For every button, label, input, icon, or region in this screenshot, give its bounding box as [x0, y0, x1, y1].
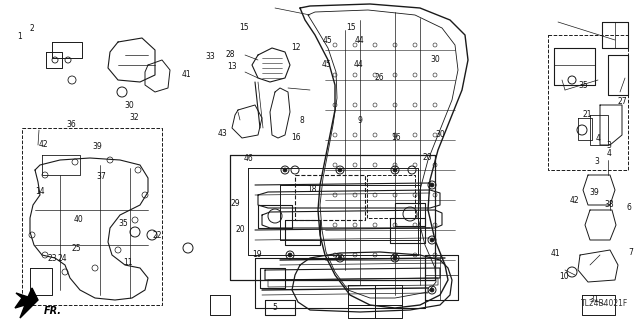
Text: 1: 1: [17, 32, 22, 41]
Text: 39: 39: [589, 188, 599, 197]
Text: 25: 25: [72, 244, 82, 253]
Text: 10: 10: [559, 272, 570, 281]
Text: 44: 44: [355, 36, 365, 45]
Text: 45: 45: [323, 36, 333, 45]
Circle shape: [338, 168, 342, 172]
Text: 18: 18: [308, 185, 317, 194]
Text: 8: 8: [300, 116, 305, 125]
Text: 21: 21: [583, 110, 592, 119]
Text: 2: 2: [29, 24, 35, 33]
Text: 45: 45: [321, 60, 332, 69]
Circle shape: [430, 238, 434, 242]
Circle shape: [393, 256, 397, 260]
Circle shape: [393, 168, 397, 172]
Text: 4: 4: [596, 134, 601, 143]
Text: 30: 30: [435, 130, 445, 139]
Text: 3: 3: [607, 141, 612, 150]
Text: 3: 3: [594, 157, 599, 166]
Text: 20: 20: [422, 153, 433, 162]
Text: 32: 32: [129, 113, 140, 122]
Text: 33: 33: [205, 52, 215, 61]
Text: 11: 11: [124, 258, 132, 267]
Circle shape: [283, 168, 287, 172]
Text: 20: 20: [235, 225, 245, 234]
Text: 19: 19: [252, 250, 262, 259]
Text: 31: 31: [589, 295, 599, 304]
Text: 4: 4: [607, 149, 612, 158]
Text: 28: 28: [226, 50, 235, 59]
Text: 36: 36: [67, 120, 77, 129]
Text: 41: 41: [550, 249, 561, 258]
Text: 23: 23: [47, 254, 58, 263]
Text: 15: 15: [239, 23, 250, 32]
Circle shape: [430, 288, 434, 292]
Text: 37: 37: [96, 172, 106, 181]
Text: 16: 16: [291, 133, 301, 142]
Circle shape: [338, 256, 342, 260]
Text: 6: 6: [626, 203, 631, 212]
Text: 26: 26: [374, 73, 384, 82]
Text: 12: 12: [291, 43, 300, 52]
Text: 30: 30: [124, 101, 134, 110]
Circle shape: [430, 183, 434, 187]
Text: 30: 30: [430, 56, 440, 64]
Text: 44: 44: [353, 60, 364, 69]
Text: 42: 42: [570, 196, 580, 205]
Text: 13: 13: [227, 63, 237, 71]
Text: 41: 41: [182, 70, 192, 78]
Circle shape: [288, 253, 292, 257]
Text: TL24B4021F: TL24B4021F: [580, 299, 628, 308]
Text: 15: 15: [346, 23, 356, 32]
Text: 14: 14: [35, 187, 45, 196]
Text: 24: 24: [58, 254, 68, 263]
Text: 16: 16: [390, 133, 401, 142]
Text: 39: 39: [92, 142, 102, 151]
Text: 29: 29: [230, 199, 241, 208]
Polygon shape: [15, 288, 38, 318]
Text: 35: 35: [579, 81, 589, 90]
Text: 38: 38: [604, 200, 614, 209]
Text: 40: 40: [73, 215, 83, 224]
Text: 46: 46: [243, 154, 253, 163]
Text: 35: 35: [118, 219, 128, 228]
Text: 43: 43: [218, 129, 228, 138]
Text: 27: 27: [617, 97, 627, 106]
Text: FR.: FR.: [44, 306, 62, 316]
Text: 7: 7: [628, 248, 633, 256]
Text: 9: 9: [357, 116, 362, 125]
Text: 42: 42: [38, 140, 49, 149]
Text: 5: 5: [273, 303, 278, 312]
Text: 22: 22: [152, 231, 161, 240]
